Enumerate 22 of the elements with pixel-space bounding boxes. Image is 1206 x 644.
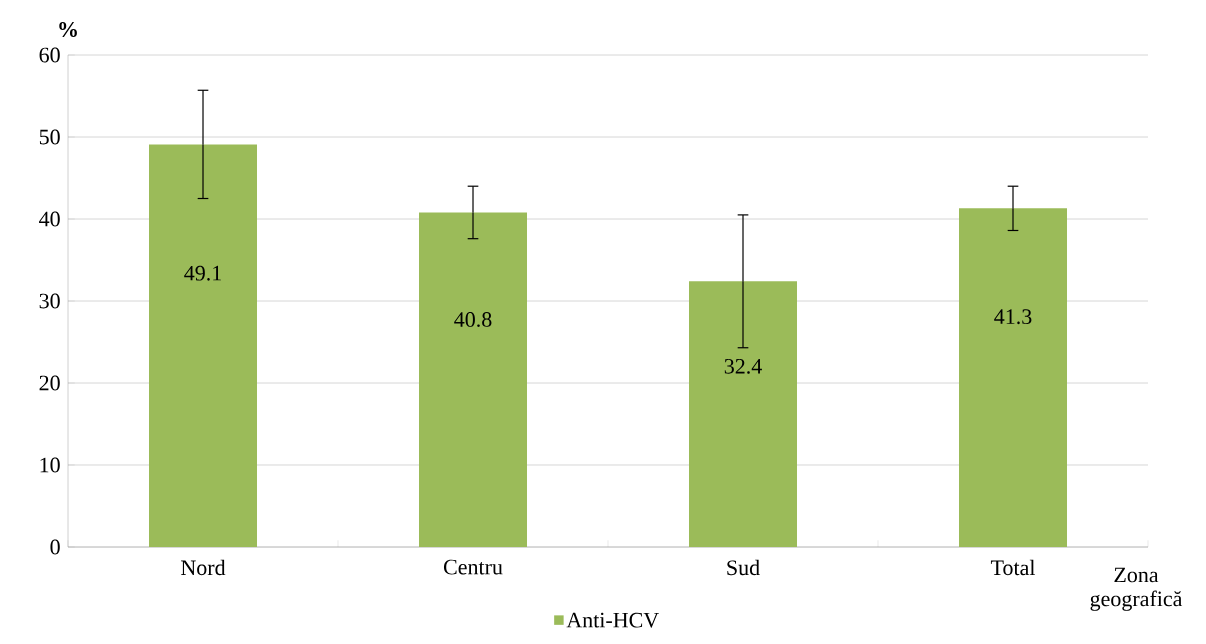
y-tick-label: 0: [50, 539, 60, 555]
legend-label: Anti-HCV: [566, 612, 659, 628]
data-label: 40.8: [454, 312, 492, 327]
bar: [419, 212, 528, 547]
x-tick-label: Centru: [443, 559, 503, 575]
data-label: 41.3: [994, 309, 1032, 325]
x-tick-label: Nord: [181, 559, 226, 576]
y-tick-label: 50: [39, 129, 60, 145]
y-tick-label: 40: [39, 211, 60, 227]
data-label: 32.4: [724, 358, 762, 374]
y-tick-label: 30: [39, 293, 60, 309]
y-tick-label: 60: [39, 47, 60, 63]
data-label: 49.1: [184, 265, 221, 281]
x-axis-title: Zona geografică: [1090, 567, 1183, 611]
y-tick-label: 10: [40, 457, 60, 473]
bar: [689, 281, 798, 547]
x-tick-label: Sud: [727, 559, 760, 576]
y-tick-label: 20: [39, 375, 60, 391]
x-tick-label: Total: [990, 559, 1036, 576]
bar: [149, 144, 258, 547]
bar: [959, 208, 1068, 547]
y-axis-title: %: [59, 22, 77, 37]
